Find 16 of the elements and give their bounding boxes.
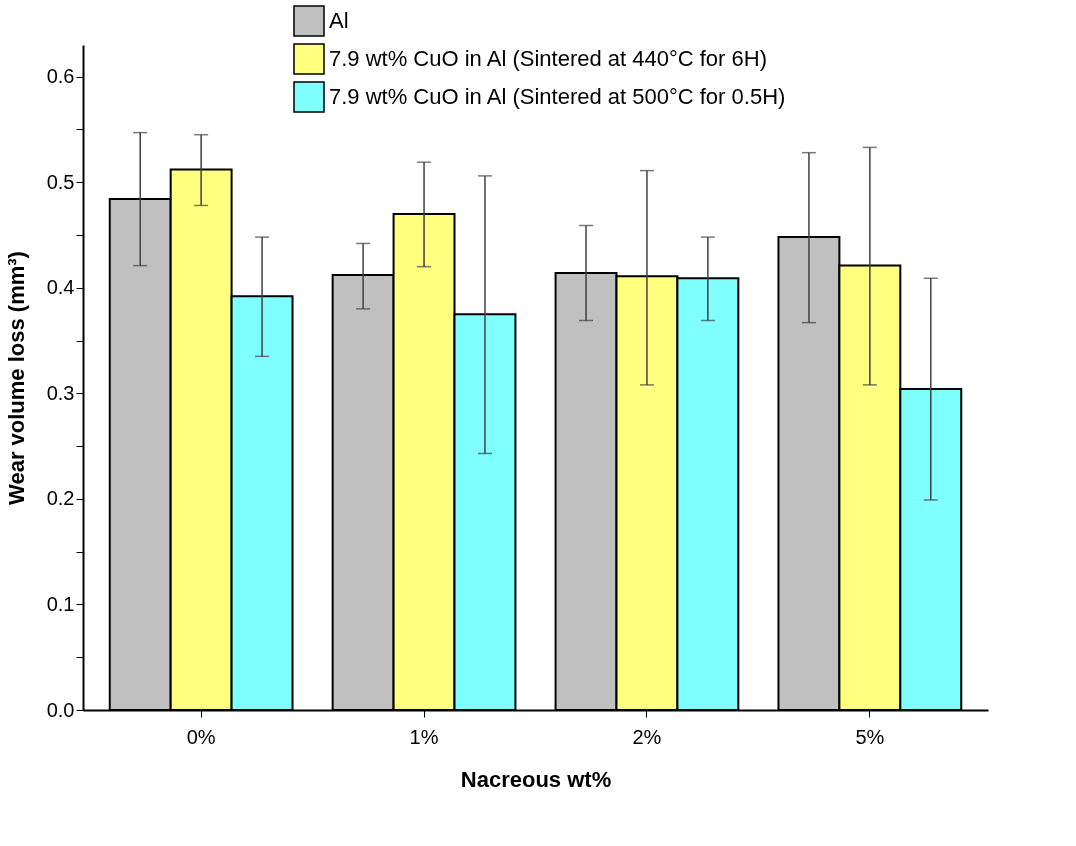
legend-label: Al xyxy=(329,8,349,33)
x-tick-label: 1% xyxy=(409,725,439,748)
y-tick-label: 0.6 xyxy=(46,65,75,88)
legend-label: 7.9 wt% CuO in Al (Sintered at 440°C for 6H) xyxy=(329,46,767,71)
y-tick-label: 0.3 xyxy=(46,381,75,404)
y-tick-label: 0.5 xyxy=(46,170,75,193)
y-tick-label: 0.4 xyxy=(46,276,75,299)
x-tick-label: 0% xyxy=(186,725,216,748)
x-tick-label: 2% xyxy=(632,725,662,748)
legend-label: 7.9 wt% CuO in Al (Sintered at 500°C for 0.5H) xyxy=(329,84,786,109)
x-axis-title: Nacreous wt% xyxy=(460,766,612,792)
y-axis-title: Wear volume loss (mm³) xyxy=(3,251,29,505)
y-tick-label: 0.0 xyxy=(46,698,75,721)
x-tick-label: 5% xyxy=(855,725,885,748)
y-tick-label: 0.2 xyxy=(46,487,75,510)
y-tick-label: 0.1 xyxy=(46,592,75,615)
